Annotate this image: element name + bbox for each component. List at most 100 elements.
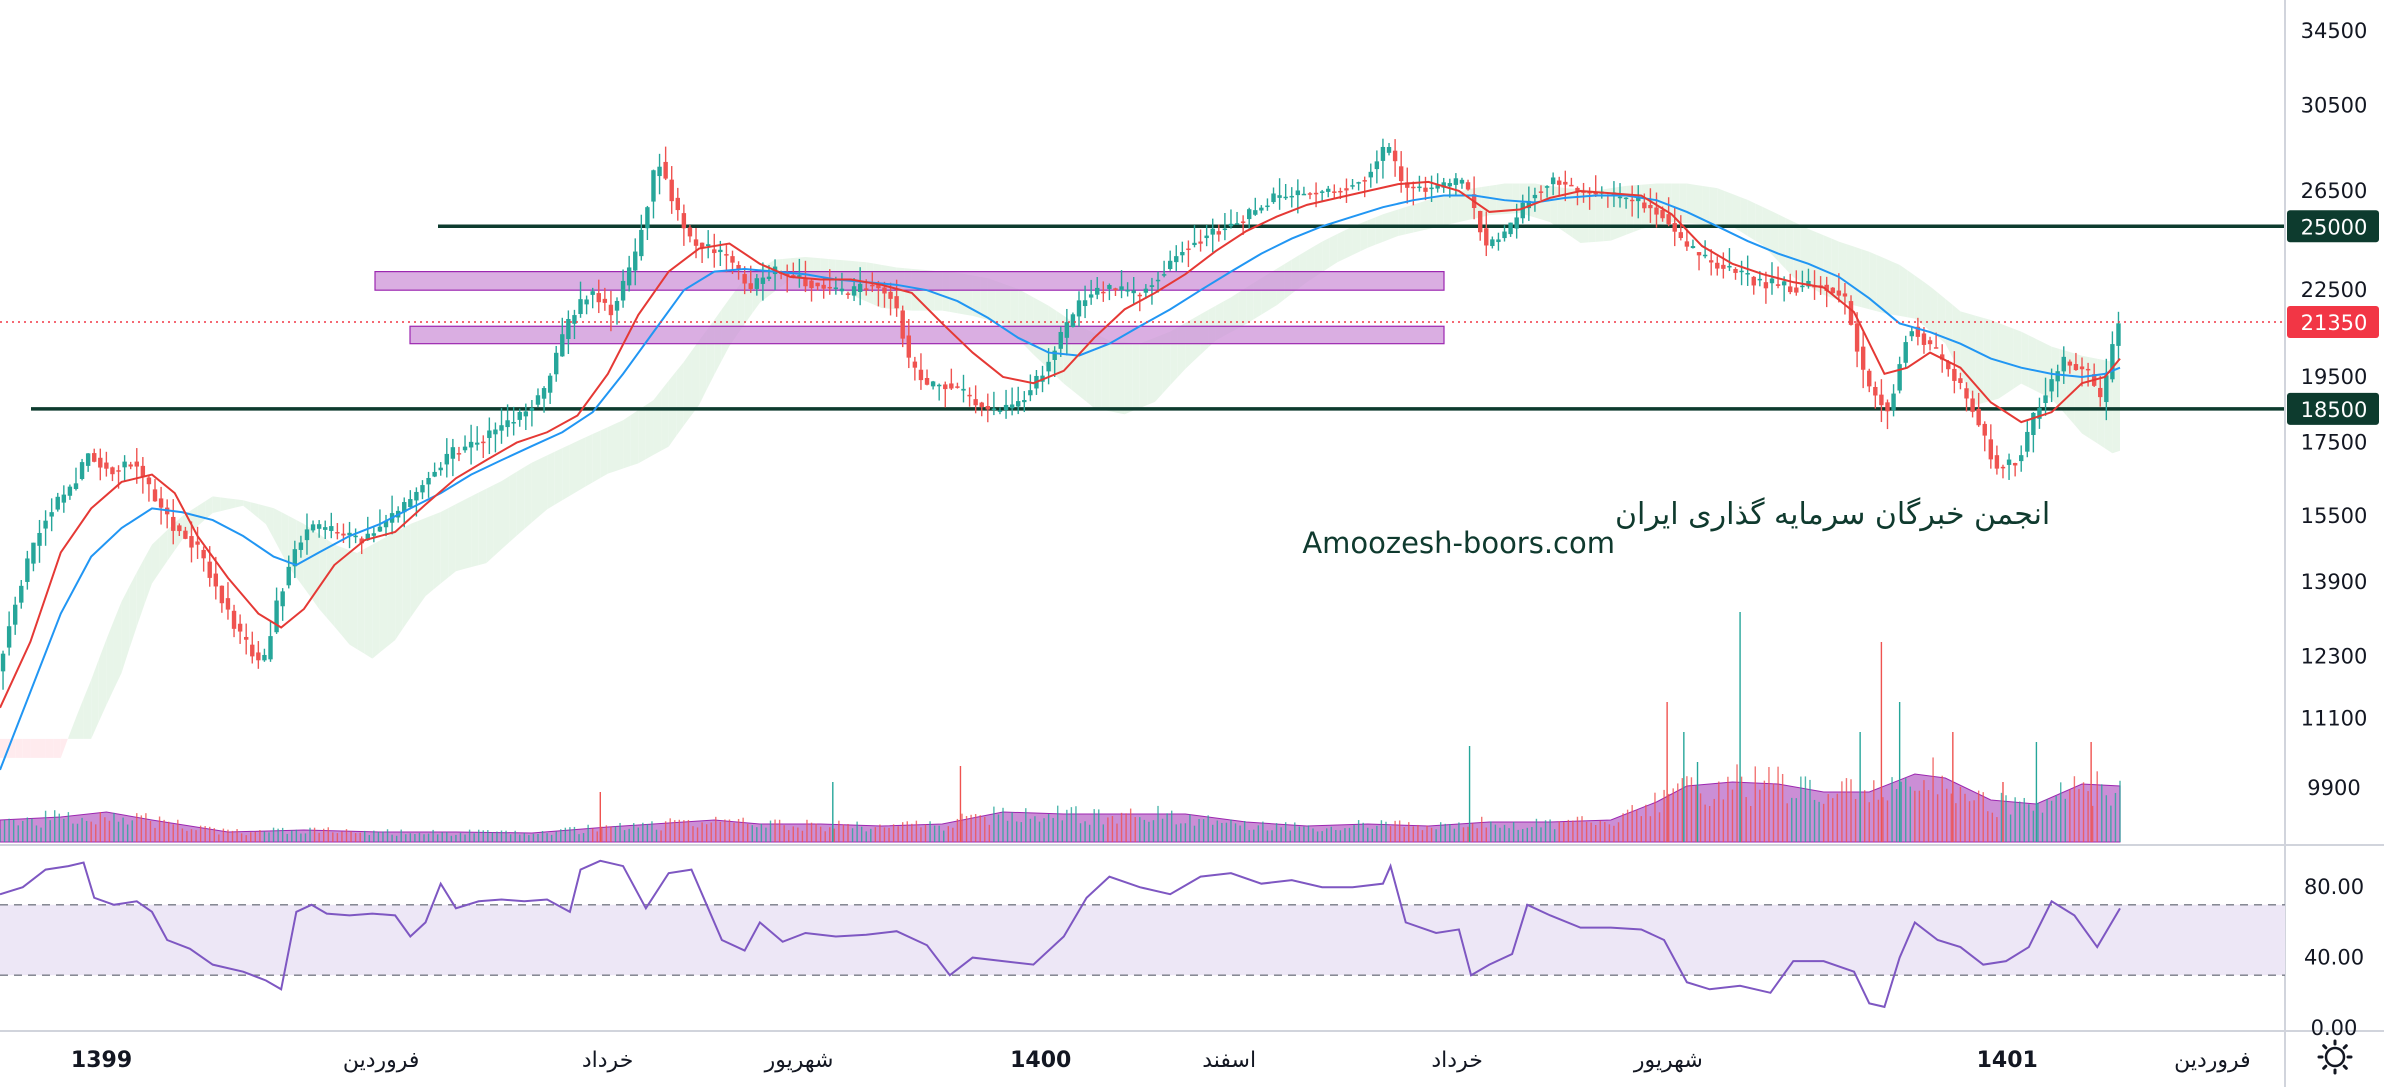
cloud-segment: [1892, 261, 1900, 316]
rsi-tick-label: 0.00: [2311, 1016, 2358, 1040]
cloud-segment: [699, 330, 707, 405]
price-tick-label: 30500: [2301, 94, 2368, 118]
candle-body: [2019, 455, 2024, 462]
cloud-segment: [1793, 221, 1801, 282]
settings-gear-icon[interactable]: [2317, 1039, 2353, 1075]
candle-body: [1240, 221, 1246, 223]
cloud-segment: [1352, 223, 1361, 255]
cloud-segment: [737, 278, 745, 335]
candle-body: [1344, 188, 1349, 191]
candle-body: [1484, 228, 1489, 246]
cloud-segment: [1899, 264, 1908, 318]
candle-body: [146, 477, 152, 485]
candle-body: [2037, 408, 2042, 419]
candle-body: [213, 573, 218, 587]
cloud-segment: [585, 434, 593, 487]
candle-body: [2049, 379, 2054, 392]
candle-body: [177, 525, 182, 532]
candle-body: [967, 394, 972, 397]
candle-body: [1435, 185, 1440, 189]
cloud-segment: [2074, 353, 2083, 434]
cloud-segment: [478, 488, 487, 566]
cloud-segment: [15, 738, 23, 758]
candle-body: [1575, 187, 1580, 192]
candle-body: [803, 278, 808, 287]
candle-body: [1374, 161, 1380, 170]
candle-body: [195, 541, 200, 545]
cloud-segment: [600, 427, 608, 479]
candle-body: [237, 623, 243, 632]
candle-body: [1708, 260, 1714, 263]
cloud-segment: [265, 506, 274, 539]
candle-body: [1405, 182, 1410, 188]
candle-body: [1143, 288, 1149, 293]
candle-body: [1781, 281, 1787, 286]
candle-body: [499, 425, 504, 431]
candle-body: [1149, 285, 1155, 287]
candle-body: [1222, 228, 1228, 231]
level-badge-bg: [2287, 392, 2379, 425]
candle-body: [2055, 371, 2060, 382]
candle-body: [2000, 466, 2006, 469]
cloud-segment: [1679, 183, 1687, 224]
cloud-segment: [691, 340, 700, 416]
candle-body: [687, 227, 693, 237]
candle-body: [207, 561, 212, 578]
candle-body: [1465, 182, 1471, 190]
candle-body: [1137, 294, 1142, 297]
candle-body: [1101, 291, 1106, 294]
cloud-segment: [1154, 334, 1163, 402]
cloud-segment: [1884, 258, 1893, 315]
time-tick-label: شهریور: [764, 1048, 834, 1073]
candle-body: [541, 388, 547, 399]
cloud-segment: [68, 717, 76, 739]
cloud-segment: [1869, 251, 1877, 312]
candle-body: [383, 520, 389, 528]
candle-body: [1939, 354, 1945, 360]
cloud-segment: [144, 544, 152, 605]
cloud-segment: [1937, 292, 1946, 344]
cloud-segment: [1914, 275, 1923, 325]
cloud-segment: [1398, 207, 1406, 236]
cloud-segment: [379, 536, 388, 653]
candle-body: [1933, 347, 1939, 349]
candle-body: [444, 453, 449, 465]
cloud-segment: [2036, 339, 2045, 395]
cloud-segment: [1094, 333, 1102, 410]
candle-body: [1642, 202, 1647, 209]
candle-body: [92, 453, 97, 462]
candle-body: [1289, 195, 1294, 198]
candle-body: [456, 453, 462, 455]
cloud-segment: [83, 679, 92, 739]
cloud-segment: [1420, 199, 1429, 231]
candle-body: [1398, 166, 1404, 182]
price-tick-label: 22500: [2301, 278, 2368, 302]
candle-body: [1490, 239, 1495, 247]
candle-body: [651, 170, 656, 202]
candle-body: [1867, 370, 1872, 387]
cloud-segment: [1762, 207, 1771, 254]
cloud-segment: [653, 390, 662, 455]
candle-body: [1909, 331, 1914, 337]
cloud-segment: [174, 516, 183, 551]
candle-body: [1958, 378, 1963, 384]
candle-body: [839, 288, 845, 292]
candle-body: [1259, 207, 1264, 211]
candle-body: [1368, 171, 1373, 178]
candle-body: [523, 411, 529, 417]
candle-body: [1952, 368, 1957, 381]
cloud-segment: [30, 738, 38, 758]
cloud-segment: [1550, 185, 1558, 228]
cloud-segment: [638, 405, 646, 464]
horizontal-levels: [31, 224, 2285, 411]
cloud-segment: [995, 280, 1004, 324]
candle-body: [517, 412, 522, 420]
candle-body: [85, 453, 91, 466]
candle-body: [724, 254, 729, 256]
candle-body: [572, 315, 577, 324]
candle-body: [438, 467, 443, 471]
candle-body: [1988, 439, 1994, 460]
cloud-segment: [1367, 217, 1376, 248]
candle-body: [1569, 184, 1574, 187]
cloud-segment: [1504, 183, 1513, 215]
